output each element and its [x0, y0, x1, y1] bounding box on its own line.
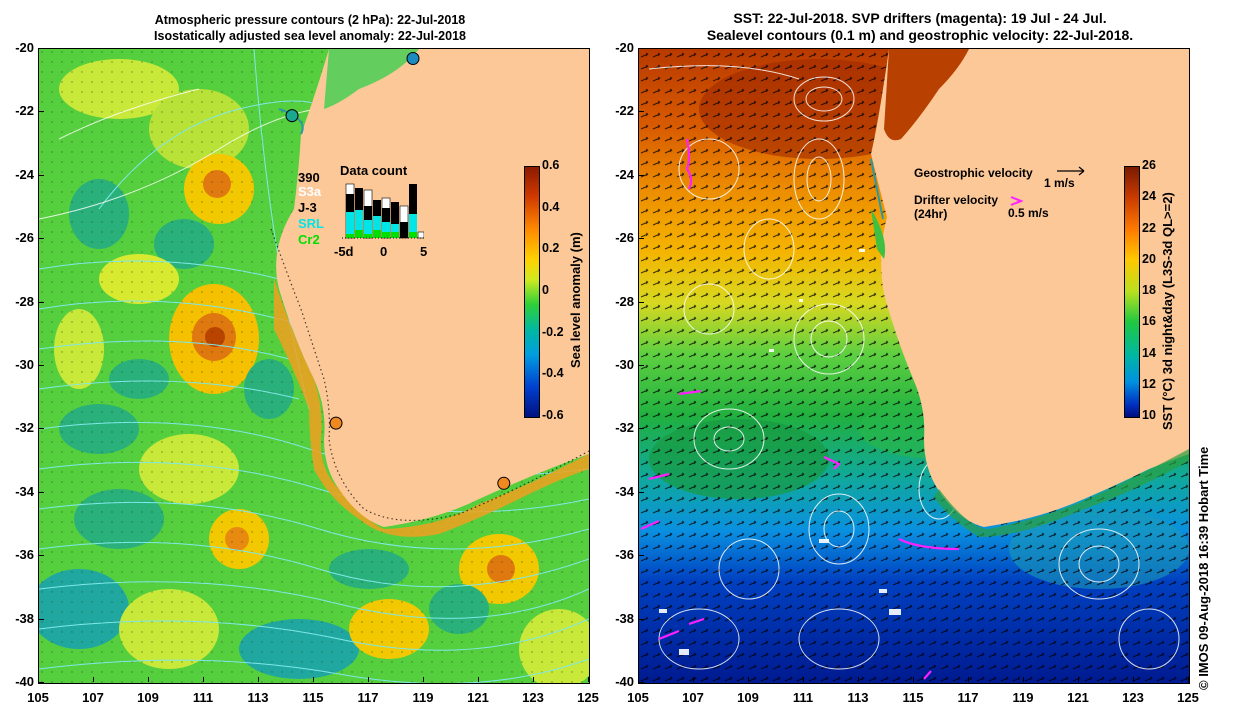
latitude-tick-label: -32: [615, 420, 634, 436]
geostrophic-velocity-label: Geostrophic velocity: [914, 166, 1033, 180]
sla-map-graphic: [39, 49, 589, 683]
sst-colorbar-tick: 16: [1142, 314, 1156, 329]
longitude-tick-label: 111: [192, 690, 214, 705]
longitude-tick-label: 117: [357, 690, 379, 705]
imos-credit: © IMOS 09-Aug-2018 16:39 Hobart Time: [1196, 446, 1211, 690]
sst-map[interactable]: [638, 48, 1190, 684]
latitude-tick-label: -38: [615, 610, 634, 626]
latitude-tick-label: -34: [615, 483, 634, 499]
data-count-total: 390: [298, 170, 320, 185]
sst-map-graphic: [639, 49, 1189, 683]
sat-label-cr2: Cr2: [298, 232, 320, 247]
sea-level-anomaly-map[interactable]: [38, 48, 590, 684]
sla-colorbar-tick: -0.6: [542, 408, 564, 422]
longitude-tick-label: 105: [27, 690, 49, 705]
data-count-histogram: [342, 183, 424, 239]
sst-colorbar-tick: 18: [1142, 283, 1156, 297]
latitude-tick-label: -36: [15, 547, 34, 563]
latitude-tick-label: -40: [15, 674, 34, 689]
latitude-tick-label: -30: [15, 357, 34, 372]
latitude-tick-label: -24: [15, 166, 34, 182]
latitude-tick-label: -34: [15, 483, 34, 499]
drifter-velocity-scale: 0.5 m/s: [1008, 206, 1049, 220]
drifter-velocity-sub: (24hr): [914, 207, 948, 221]
longitude-tick-label: 107: [82, 690, 104, 705]
longitude-tick-label: 119: [412, 690, 434, 705]
longitude-tick-label: 107: [682, 690, 704, 705]
latitude-tick-label: -26: [15, 230, 34, 246]
sla-colorbar: [524, 166, 540, 418]
sla-colorbar-label: Sea level anomaly (m): [568, 232, 583, 368]
sst-colorbar-tick: 26: [1142, 158, 1156, 172]
tide-gauge-marker[interactable]: [497, 476, 511, 490]
longitude-tick-label: 119: [1012, 690, 1034, 705]
hist-axis-label: -5d: [334, 244, 354, 259]
sst-colorbar-tick: 20: [1142, 251, 1156, 266]
sst-colorbar-tick: 22: [1142, 220, 1156, 235]
left-title-line2: Isostatically adjusted sea level anomaly…: [154, 29, 466, 43]
geostrophic-velocity-scale: 1 m/s: [1044, 176, 1075, 190]
sea-level-contours: [648, 65, 1180, 670]
latitude-tick-label: -22: [15, 103, 34, 119]
longitude-tick-label: 113: [847, 690, 869, 705]
australia-landmass: [276, 49, 589, 527]
latitude-tick-label: -26: [615, 230, 634, 246]
longitude-tick-label: 121: [1067, 690, 1089, 705]
drifter-tracks: [640, 138, 960, 680]
hist-axis-label: 0: [380, 244, 388, 259]
longitude-tick-label: 109: [137, 690, 159, 705]
longitude-tick-label: 121: [467, 690, 489, 705]
sla-colorbar-tick: 0.2: [542, 241, 560, 256]
tide-gauge-marker[interactable]: [285, 109, 299, 123]
sat-label-s3a: S3a: [298, 184, 322, 199]
sla-colorbar-tick: 0: [542, 283, 549, 297]
sat-label-j3: J-3: [298, 200, 317, 215]
longitude-tick-label: 125: [1177, 690, 1199, 705]
longitude-tick-label: 111: [792, 690, 814, 705]
latitude-tick-label: -20: [15, 40, 34, 55]
longitude-tick-label: 105: [627, 690, 649, 705]
latitude-tick-label: -28: [615, 293, 634, 309]
left-title-line1: Atmospheric pressure contours (2 hPa): 2…: [154, 13, 466, 27]
sst-colorbar-tick: 12: [1142, 376, 1156, 391]
longitude-tick-label: 109: [737, 690, 759, 705]
latitude-tick-label: -38: [15, 610, 34, 626]
longitude-tick-label: 115: [902, 690, 924, 705]
longitude-tick-label: 125: [577, 690, 599, 705]
longitude-tick-label: 113: [247, 690, 269, 705]
latitude-tick-label: -32: [15, 420, 34, 436]
latitude-tick-label: -28: [15, 293, 34, 309]
sst-colorbar-tick: 10: [1142, 408, 1156, 422]
right-title-line2: Sealevel contours (0.1 m) and geostrophi…: [706, 27, 1134, 43]
tide-gauge-marker[interactable]: [329, 416, 343, 430]
longitude-tick-label: 115: [302, 690, 324, 705]
right-title-line1: SST: 22-Jul-2018. SVP drifters (magenta)…: [733, 10, 1107, 26]
latitude-tick-label: -36: [615, 547, 634, 563]
sla-colorbar-tick: 0.6: [542, 158, 560, 172]
sst-colorbar-tick: 14: [1142, 345, 1156, 360]
sla-colorbar-tick: 0.4: [542, 199, 560, 214]
sla-colorbar-tick: -0.4: [542, 366, 564, 381]
tide-gauge-marker[interactable]: [406, 52, 420, 65]
pressure-contours: [39, 49, 589, 683]
data-count-title: Data count: [340, 163, 408, 178]
latitude-tick-label: -22: [615, 103, 634, 119]
latitude-tick-label: -24: [615, 166, 634, 182]
sst-colorbar-label: SST (°C) 3d night&day (L3S-3d QL>=2): [1160, 192, 1175, 430]
right-map-title: SST: 22-Jul-2018. SVP drifters (magenta)…: [660, 10, 1180, 44]
australia-landmass-sst: [871, 49, 1189, 527]
longitude-tick-label: 117: [957, 690, 979, 705]
longitude-tick-label: 123: [1122, 690, 1144, 705]
sat-label-srl: SRL: [298, 216, 324, 231]
sla-colorbar-tick: -0.2: [542, 324, 564, 339]
longitude-tick-label: 123: [522, 690, 544, 705]
left-map-title: Atmospheric pressure contours (2 hPa): 2…: [100, 12, 520, 44]
sst-colorbar: [1124, 166, 1140, 418]
hist-axis-label: 5: [420, 244, 428, 259]
latitude-tick-label: -20: [615, 40, 634, 55]
sst-colorbar-tick: 24: [1142, 189, 1156, 204]
latitude-tick-label: -40: [615, 674, 634, 689]
drifter-velocity-label: Drifter velocity: [914, 193, 999, 207]
latitude-tick-label: -30: [615, 357, 634, 372]
